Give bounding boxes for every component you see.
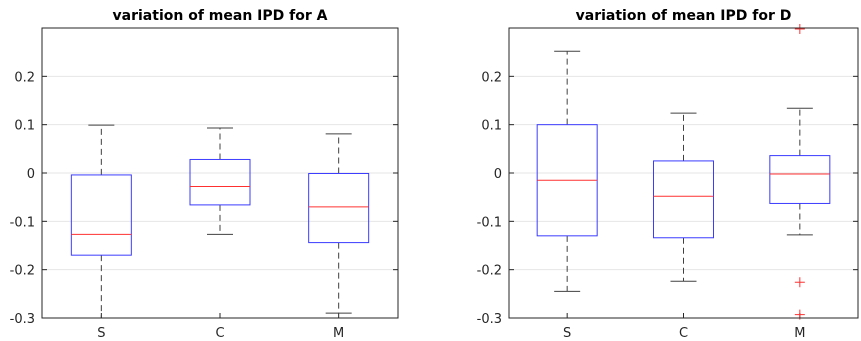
box-iqr (70, 174, 132, 256)
box-iqr (653, 160, 714, 239)
y-tick-label: 0.1 (481, 119, 502, 134)
y-tick-label: 0.2 (14, 70, 35, 85)
y-tick-label: 0.2 (481, 70, 502, 85)
box-m (308, 133, 370, 314)
box-iqr (308, 172, 370, 244)
x-tick-label: S (97, 326, 105, 341)
outlier-marker (794, 277, 805, 288)
x-tick-label: C (679, 326, 688, 341)
box-iqr (769, 155, 831, 204)
box-c (653, 112, 714, 282)
y-tick-label: -0.3 (10, 312, 35, 327)
y-tick-label: -0.1 (477, 215, 502, 230)
outlier-marker (794, 24, 805, 34)
x-tick-label: S (563, 326, 571, 341)
axes-frame (508, 27, 859, 319)
chart-title: variation of mean IPD for D (576, 8, 792, 24)
y-tick-label: -0.2 (10, 264, 35, 279)
x-tick-label: M (333, 326, 344, 341)
y-tick-label: -0.1 (10, 215, 35, 230)
y-tick-label: 0.1 (14, 119, 35, 134)
box-c (189, 127, 251, 235)
chart-title: variation of mean IPD for A (113, 8, 328, 24)
box-s (536, 50, 598, 292)
axes-frame (41, 27, 399, 319)
y-tick-label: -0.3 (477, 312, 502, 327)
box-m (769, 24, 831, 320)
y-tick-label: 0 (27, 167, 35, 182)
y-tick-label: 0 (494, 167, 502, 182)
box-iqr (189, 158, 251, 206)
x-tick-label: C (215, 326, 224, 341)
y-tick-label: -0.2 (477, 264, 502, 279)
x-tick-label: M (794, 326, 805, 341)
